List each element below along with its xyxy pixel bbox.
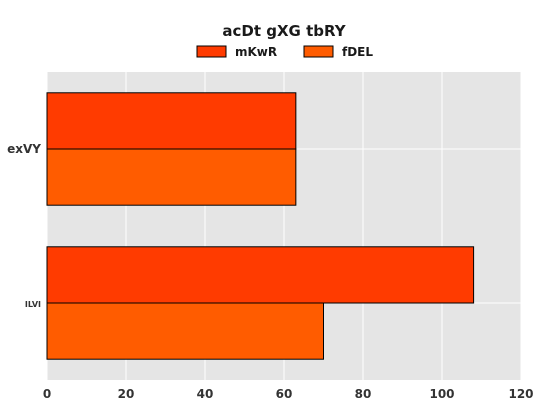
x-axis-ticks: 0 20 40 60 80 100 120	[43, 387, 534, 401]
bar-mKwR-exVY	[46, 92, 297, 150]
x-tick-label: 100	[429, 387, 454, 401]
y-tick-label: ILVI	[25, 300, 41, 309]
y-axis-ticks: exVY ILVI	[7, 142, 41, 309]
x-tick-label: 60	[276, 387, 293, 401]
legend-label-mKwR: mKwR	[235, 45, 277, 59]
bar-mKwR-ILVI	[46, 246, 475, 304]
legend-label-fDEL: fDEL	[342, 45, 373, 59]
x-tick-label: 120	[508, 387, 533, 401]
x-tick-label: 40	[197, 387, 214, 401]
x-tick-label: 80	[355, 387, 372, 401]
bar-fDEL-exVY	[46, 148, 297, 206]
bars	[46, 92, 475, 360]
x-tick-label: 0	[43, 387, 51, 401]
legend-swatch-mKwR	[196, 45, 227, 58]
chart-title: acDt gXG tbRY	[222, 22, 346, 40]
x-tick-label: 20	[118, 387, 135, 401]
legend-swatch-fDEL	[303, 45, 334, 58]
y-tick-label: exVY	[7, 142, 41, 156]
bar-fDEL-ILVI	[46, 302, 324, 360]
legend: mKwR fDEL	[196, 45, 373, 59]
